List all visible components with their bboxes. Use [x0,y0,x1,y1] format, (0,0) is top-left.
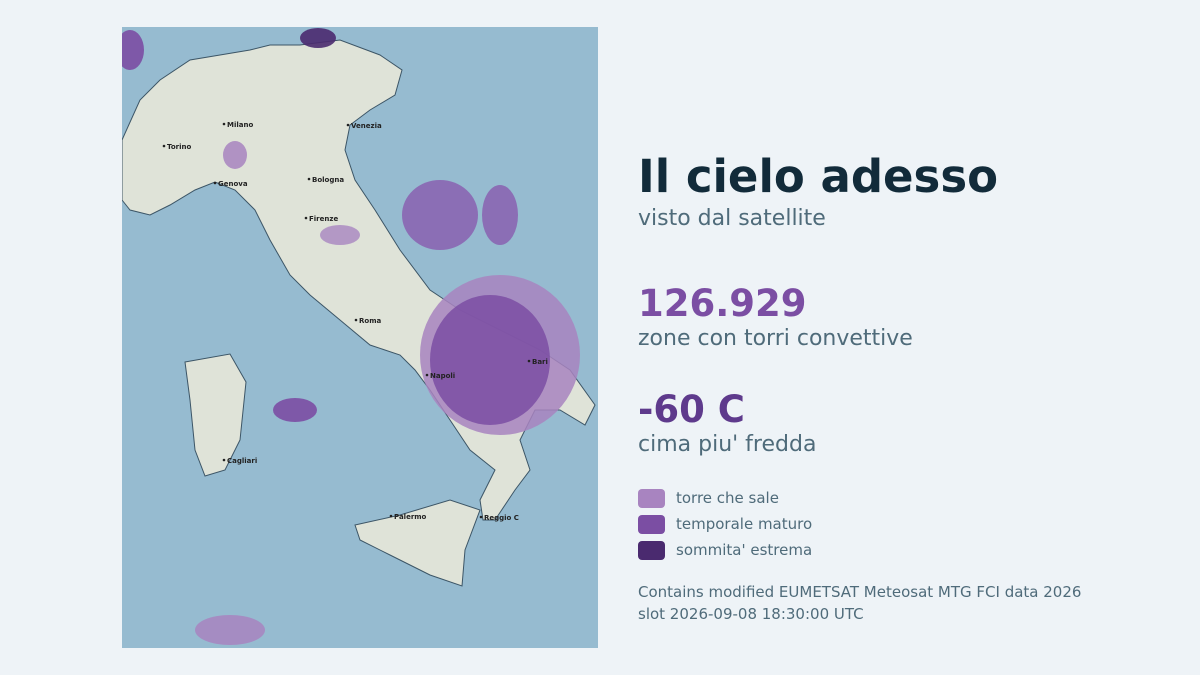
legend: torre che sale temporale maturo sommita' e… [638,485,1178,563]
legend-swatch [638,488,665,508]
legend-swatch [638,514,665,534]
legend-item: torre che sale [638,485,1178,511]
subtitle: visto dal satellite [638,206,826,231]
legend-item: sommita' estrema [638,537,1178,563]
city-label: Roma [359,317,381,325]
city-label: Bari [532,358,548,366]
title: Il cielo adesso [638,150,999,203]
city-label: Venezia [351,122,382,130]
city-dot [527,359,531,363]
legend-label: torre che sale [676,489,779,507]
storm-cells [122,28,580,645]
stat: -60 C cima piu' fredda [638,389,1178,459]
sicily [354,499,481,587]
stat-value: 126.929 [638,282,807,325]
legend-label: sommita' estrema [676,541,813,559]
city-dot [479,515,483,519]
cities: Milano Venezia Torino Genova Bologna Fir… [162,121,548,522]
city-dot [425,373,429,377]
cell [273,398,317,422]
city-dot [389,514,393,518]
cell [300,28,336,48]
legend-item: temporale maturo [638,511,1178,537]
cell [223,141,247,169]
cell [402,180,478,250]
city-label: Cagliari [227,457,257,465]
stat: 126.929 zone con torri convettive [638,283,1178,353]
legend-label: temporale maturo [676,515,813,533]
cell [430,295,550,425]
city-dot [354,318,358,322]
cell [320,225,360,245]
city-dot [222,122,226,126]
city-dot [162,144,166,148]
legend-swatch [638,540,665,560]
city-dot [304,216,308,220]
stat-label: zone con torri convettive [638,326,913,351]
satellite-map: Milano Venezia Torino Genova Bologna Fir… [122,27,598,648]
info-panel: Il cielo adesso visto dal satellite 126.… [638,150,1178,625]
credits: Contains modified EUMETSAT Meteosat MTG … [638,581,1178,625]
city-label: Firenze [309,215,338,223]
cell [195,615,265,645]
city-label: Palermo [394,513,427,521]
city-label: Reggio C [484,514,519,522]
city-dot [213,181,217,185]
slot: slot 2026-09-08 18:30:00 UTC [638,605,864,623]
stat-value: -60 C [638,388,745,431]
city-dot [307,177,311,181]
city-label: Torino [167,143,191,151]
city-dot [346,123,350,127]
cell [122,30,144,70]
city-label: Bologna [312,176,344,184]
city-label: Milano [227,121,253,129]
city-label: Genova [218,180,248,188]
sardinia [184,353,247,477]
city-dot [222,458,226,462]
stat-label: cima piu' fredda [638,432,817,457]
credit: Contains modified EUMETSAT Meteosat MTG … [638,583,1082,601]
city-label: Napoli [430,372,455,380]
cell [482,185,518,245]
